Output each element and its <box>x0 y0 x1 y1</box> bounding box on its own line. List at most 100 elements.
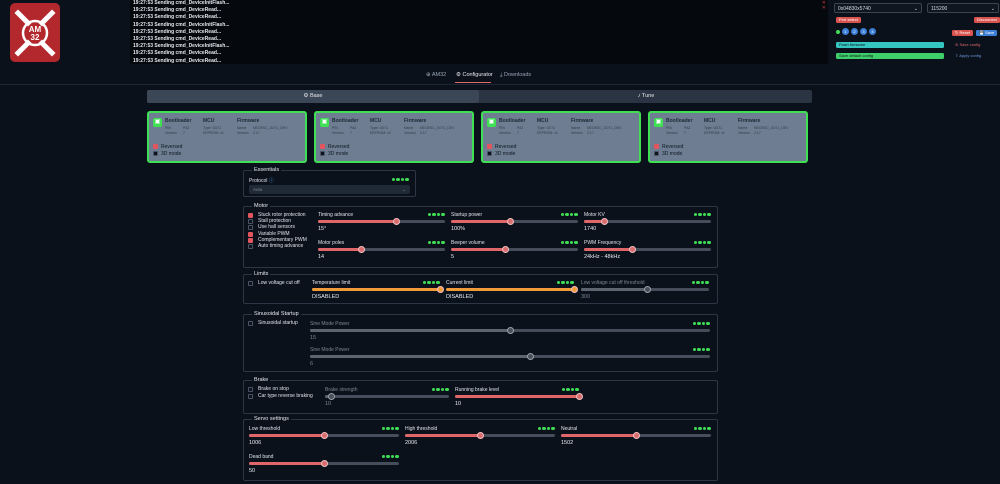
3d-mode-checkbox[interactable] <box>153 151 158 156</box>
reset-label: Reset <box>959 30 970 35</box>
slider-handle[interactable] <box>507 217 515 225</box>
slider-track[interactable] <box>451 245 578 253</box>
apply-config-button[interactable]: ⇪ Apply config <box>955 53 982 58</box>
help-icon[interactable]: ⓘ <box>268 178 274 184</box>
slider-handle[interactable] <box>506 326 514 334</box>
active-tab-underline <box>455 82 491 83</box>
slider-track[interactable] <box>318 245 445 253</box>
flash-firmware-button[interactable]: Flash firmware <box>836 42 944 48</box>
slider-track[interactable] <box>455 392 583 400</box>
slider-handle[interactable] <box>393 217 401 225</box>
slider-handle[interactable] <box>526 352 534 360</box>
save-button[interactable]: 💾 Save <box>976 30 998 36</box>
slider-track[interactable] <box>310 352 710 360</box>
reversed-checkbox[interactable] <box>153 144 158 149</box>
brake-section: Brake Brake on stop Car type reverse bra… <box>243 377 718 414</box>
slider-track[interactable] <box>581 285 709 293</box>
motor-number[interactable]: 2 <box>851 28 858 35</box>
slider-track[interactable] <box>249 431 399 439</box>
motor-option-checkbox[interactable] <box>248 244 253 249</box>
slider-track[interactable] <box>561 431 711 439</box>
slider-track[interactable] <box>325 392 449 400</box>
slider-track[interactable] <box>446 285 578 293</box>
slider-track[interactable] <box>249 459 399 467</box>
tune-button[interactable]: ♪ Tune <box>480 90 812 103</box>
motor-option-checkbox[interactable] <box>248 225 253 231</box>
slider-handle[interactable] <box>436 285 444 293</box>
reversed-checkbox[interactable] <box>320 144 325 149</box>
slider-track[interactable] <box>312 285 444 293</box>
esc-card[interactable]: ▣ Bootloader MCU Firmware PIN PA2 Type: G071 Na… <box>147 111 307 163</box>
log-line: 19:27:53 Sending cmd_DeviceInitFlash... <box>133 43 230 50</box>
slider-label: Motor poles <box>318 240 345 246</box>
esc-card[interactable]: ▣ Bootloader MCU Firmware PIN PA2 Type: G071 Na… <box>314 111 474 163</box>
slider-track[interactable] <box>405 431 555 439</box>
motor-option-checkbox[interactable] <box>248 219 253 225</box>
chip-icon: ⊕ <box>426 72 431 78</box>
slider-track[interactable] <box>584 217 711 225</box>
esc-card[interactable]: ▣ Bootloader MCU Firmware PIN PA2 Type: G071 Na… <box>481 111 641 163</box>
card-detail: Type: G071 <box>203 126 222 130</box>
disconnect-button[interactable]: Disconnect <box>974 17 1000 23</box>
sinusoidal-title: Sinusoidal Startup <box>252 311 301 317</box>
slider-track[interactable] <box>318 217 445 225</box>
save-default-config-button[interactable]: Save default config <box>836 53 944 59</box>
motor-option-checkbox[interactable] <box>248 213 253 218</box>
status-dots <box>392 178 409 182</box>
slider-track[interactable] <box>584 245 711 253</box>
esc-card[interactable]: ▣ Bootloader MCU Firmware PIN PA2 Type: G071 Na… <box>648 111 808 163</box>
base-button[interactable]: ⚙ Base <box>147 90 479 103</box>
slider-handle[interactable] <box>628 245 636 253</box>
motor-option-checkbox[interactable] <box>248 231 253 237</box>
tab-am32[interactable]: ⊕ AM32 <box>426 72 446 78</box>
motor-number[interactable]: 1 <box>842 28 849 35</box>
slider-handle[interactable] <box>476 431 484 439</box>
motor-number[interactable]: 3 <box>860 28 867 35</box>
slider-handle[interactable] <box>502 245 510 253</box>
reversed-checkbox[interactable] <box>487 144 492 149</box>
port-select[interactable]: 0x04830x5740 ⌄ <box>834 3 922 13</box>
tab-am32-label: AM32 <box>431 72 447 78</box>
log-console[interactable]: 19:27:53 Sending cmd_DeviceInitFlash... 1… <box>130 0 828 64</box>
port-select-button[interactable]: Port select <box>836 17 861 23</box>
motor-number[interactable]: 4 <box>869 28 876 35</box>
slider-handle[interactable] <box>570 285 578 293</box>
protocol-select[interactable]: Auto ⌄ <box>249 185 410 194</box>
slider-track[interactable] <box>310 326 710 334</box>
slider-handle[interactable] <box>357 245 365 253</box>
car-reverse-checkbox[interactable] <box>248 394 253 399</box>
slider-handle[interactable] <box>575 392 583 400</box>
slider-handle[interactable] <box>320 459 328 467</box>
slider-fill <box>455 395 579 398</box>
servo-section: Servo settings Low threshold 1006 High thr… <box>243 416 718 481</box>
reset-button[interactable]: ↻ Reset <box>952 30 973 36</box>
slider-value: 1006 <box>249 440 262 446</box>
3d-mode-checkbox[interactable] <box>320 151 325 156</box>
motor-title: Motor <box>252 203 271 209</box>
low-voltage-label: Low voltage cut off <box>258 280 300 286</box>
baud-select[interactable]: 115200 ⌄ <box>927 3 999 13</box>
log-close-icon[interactable]: ✕ ✕ <box>821 0 826 11</box>
slider-track[interactable] <box>451 217 578 225</box>
sinusoidal-checkbox[interactable] <box>248 321 253 326</box>
3d-mode-checkbox[interactable] <box>487 151 492 156</box>
slider-handle[interactable] <box>600 217 608 225</box>
reversed-checkbox[interactable] <box>654 144 659 149</box>
log-line: 19:27:53 Sending cmd_DeviceRead... <box>133 7 222 14</box>
slider-handle[interactable] <box>327 392 335 400</box>
status-dots <box>694 213 711 217</box>
motor-option-checkbox[interactable] <box>248 237 253 243</box>
tab-downloads[interactable]: ⤓ Downloads <box>500 72 531 79</box>
slider-handle[interactable] <box>632 431 640 439</box>
limits-title: Limits <box>252 271 271 277</box>
slider-handle[interactable] <box>320 431 328 439</box>
3d-mode-checkbox[interactable] <box>654 151 659 156</box>
low-voltage-checkbox[interactable] <box>248 281 253 286</box>
brake-on-stop-checkbox[interactable] <box>248 387 253 392</box>
log-line: 19:27:53 Sending cmd_DeviceRead... <box>133 35 222 42</box>
base-label: Base <box>309 93 323 99</box>
tab-configurator[interactable]: ⚙ Configurator <box>456 72 493 78</box>
save-config-button[interactable]: ⊘ Save config <box>955 42 981 47</box>
slider-handle[interactable] <box>644 285 652 293</box>
status-dots <box>557 281 574 285</box>
